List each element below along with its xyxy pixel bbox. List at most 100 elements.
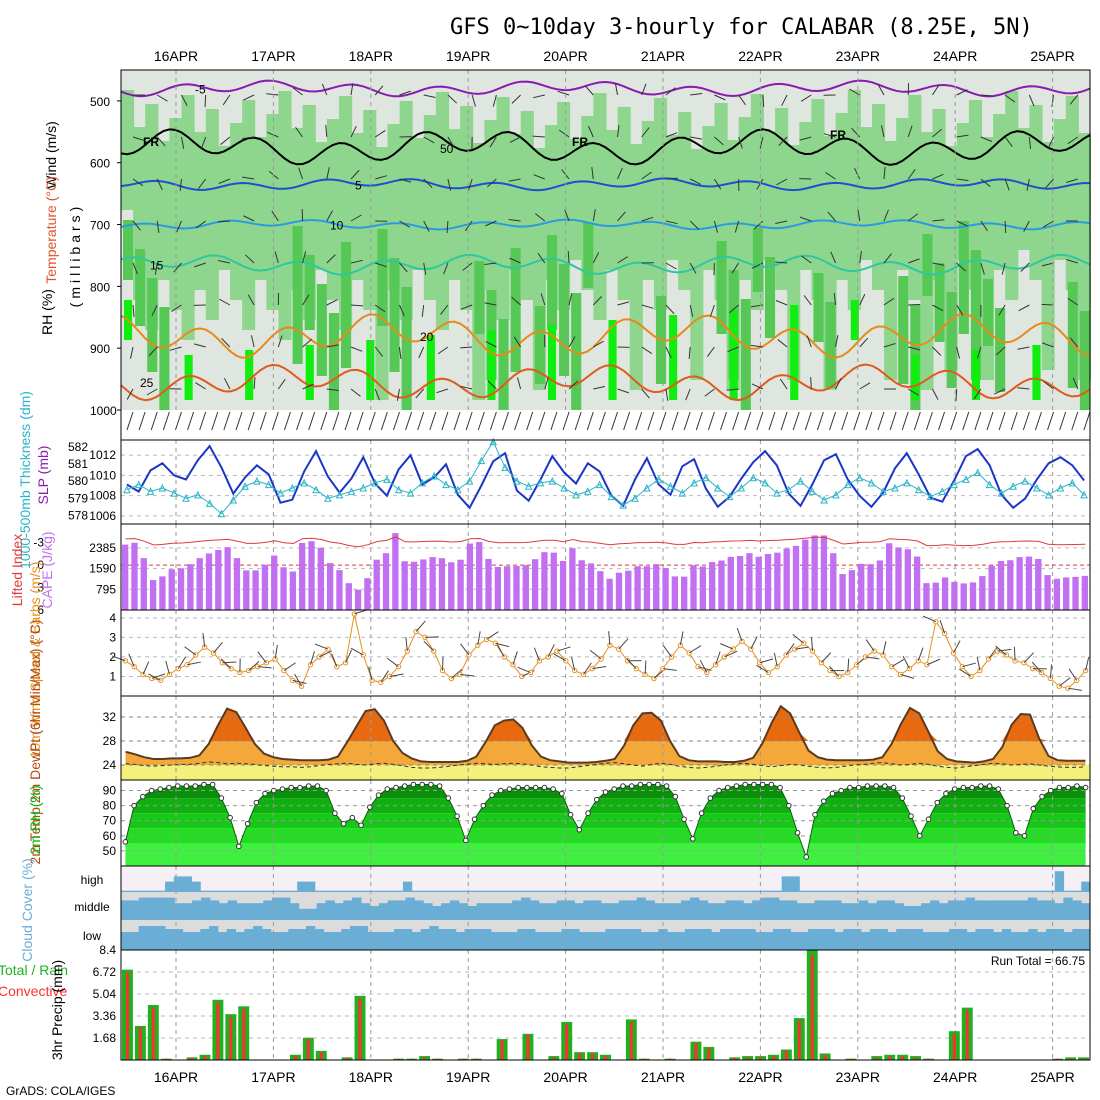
wind-barb [1022, 411, 1030, 431]
cloud-cell [227, 900, 238, 920]
wind-barb [489, 411, 497, 431]
wind-barb [617, 125, 620, 138]
cape-bar [1063, 577, 1070, 610]
precip-conv-bar [138, 1027, 142, 1060]
isotherm-line [120, 253, 1091, 276]
cloud-cell [707, 903, 718, 920]
thickness-point [513, 477, 521, 485]
thickness-point [820, 495, 828, 504]
rh-point [1074, 783, 1080, 789]
cloud-cell [561, 929, 571, 950]
cloud-cell [235, 932, 245, 950]
wind-barb [1067, 687, 1082, 691]
wind-barb [558, 129, 570, 138]
wind-barb [462, 262, 473, 271]
wind-barb [399, 90, 411, 96]
cloud-cell [200, 929, 210, 950]
cloud-cell [1037, 890, 1047, 892]
cloud-cell [446, 890, 457, 892]
wind-barb [931, 388, 939, 400]
thickness-point [962, 475, 970, 483]
wind-barb [222, 94, 231, 106]
cloud-cell [253, 926, 263, 950]
cloud-cell [808, 929, 818, 950]
cloud-cell [402, 881, 413, 892]
cloud-cell [200, 890, 210, 892]
rh-point [506, 786, 513, 792]
rh-point [410, 781, 417, 788]
wind-barb [611, 411, 618, 431]
cape-bar [587, 563, 595, 610]
wind-barb [724, 650, 738, 658]
rh-band-green [995, 308, 1006, 392]
rh-point [358, 822, 364, 829]
wind-barb [148, 346, 158, 357]
cloud-cell [369, 906, 380, 920]
cloud-cell [173, 929, 184, 950]
wind-barb [726, 388, 739, 391]
rh-point [332, 810, 338, 816]
thickness-point [761, 478, 769, 487]
cloud-cell [931, 932, 941, 950]
cloud-cell [438, 929, 448, 950]
thickness-point [1021, 477, 1029, 485]
wind-barb [679, 631, 684, 646]
precip-conv-bar [668, 1058, 672, 1060]
wind-barb [538, 411, 546, 431]
cloud-cell [896, 929, 906, 950]
wind-barb [973, 388, 982, 400]
thickness-point [477, 456, 486, 465]
cloud-cell [485, 903, 495, 920]
wind-barb [744, 411, 752, 431]
precip-conv-bar [1069, 1058, 1073, 1060]
thickness-point [276, 489, 285, 497]
rh-point [559, 790, 565, 797]
rh-band-green [316, 284, 327, 376]
rh-band-mid [799, 122, 813, 270]
precip-conv-bar [190, 1057, 194, 1060]
wind-barb [486, 178, 497, 188]
wind-barb [1004, 94, 1016, 103]
wind-barb [266, 93, 279, 96]
cape-bar [224, 547, 231, 610]
cloud-cell [636, 897, 647, 920]
rh-band-mid [230, 123, 244, 300]
rh-band-mid [520, 111, 534, 300]
cloud-cell [499, 890, 510, 892]
wind-barb [571, 656, 576, 671]
cloud-cell [565, 900, 575, 920]
cloud-cell [263, 900, 273, 920]
cape-bar [755, 556, 762, 610]
rh-point [899, 795, 906, 801]
cloud-cell [385, 932, 395, 950]
cloud-cell [288, 890, 298, 892]
wind-barb [485, 220, 497, 227]
thickness-point [796, 477, 805, 485]
cloud-row-bg [121, 866, 1090, 892]
wind-barb [393, 411, 400, 431]
cloud-cell [1081, 881, 1091, 892]
cape-bar [559, 561, 567, 610]
wind-barb [1034, 411, 1042, 431]
wind-barb [396, 388, 400, 401]
cloud-cell [878, 929, 888, 950]
wind-barb [598, 411, 606, 431]
thickness-point [229, 495, 238, 504]
wind-barb [130, 346, 134, 359]
wind-barb [926, 658, 941, 666]
thickness-point [170, 489, 178, 497]
wind-barb [958, 668, 972, 677]
wind-barb [302, 251, 307, 264]
wind-barb [847, 658, 850, 673]
cape-bar [718, 560, 725, 610]
rh-band-mid [217, 146, 232, 270]
cloud-cell [605, 890, 615, 892]
wind-barb [165, 660, 170, 675]
rh-band-mid [859, 127, 873, 260]
wind-barb [277, 335, 283, 348]
cloud-cell [725, 900, 735, 920]
rh-band-green [401, 287, 412, 418]
precip-conv-bar [578, 1053, 582, 1060]
thickness-point [926, 492, 935, 501]
wind-barb [331, 653, 338, 667]
